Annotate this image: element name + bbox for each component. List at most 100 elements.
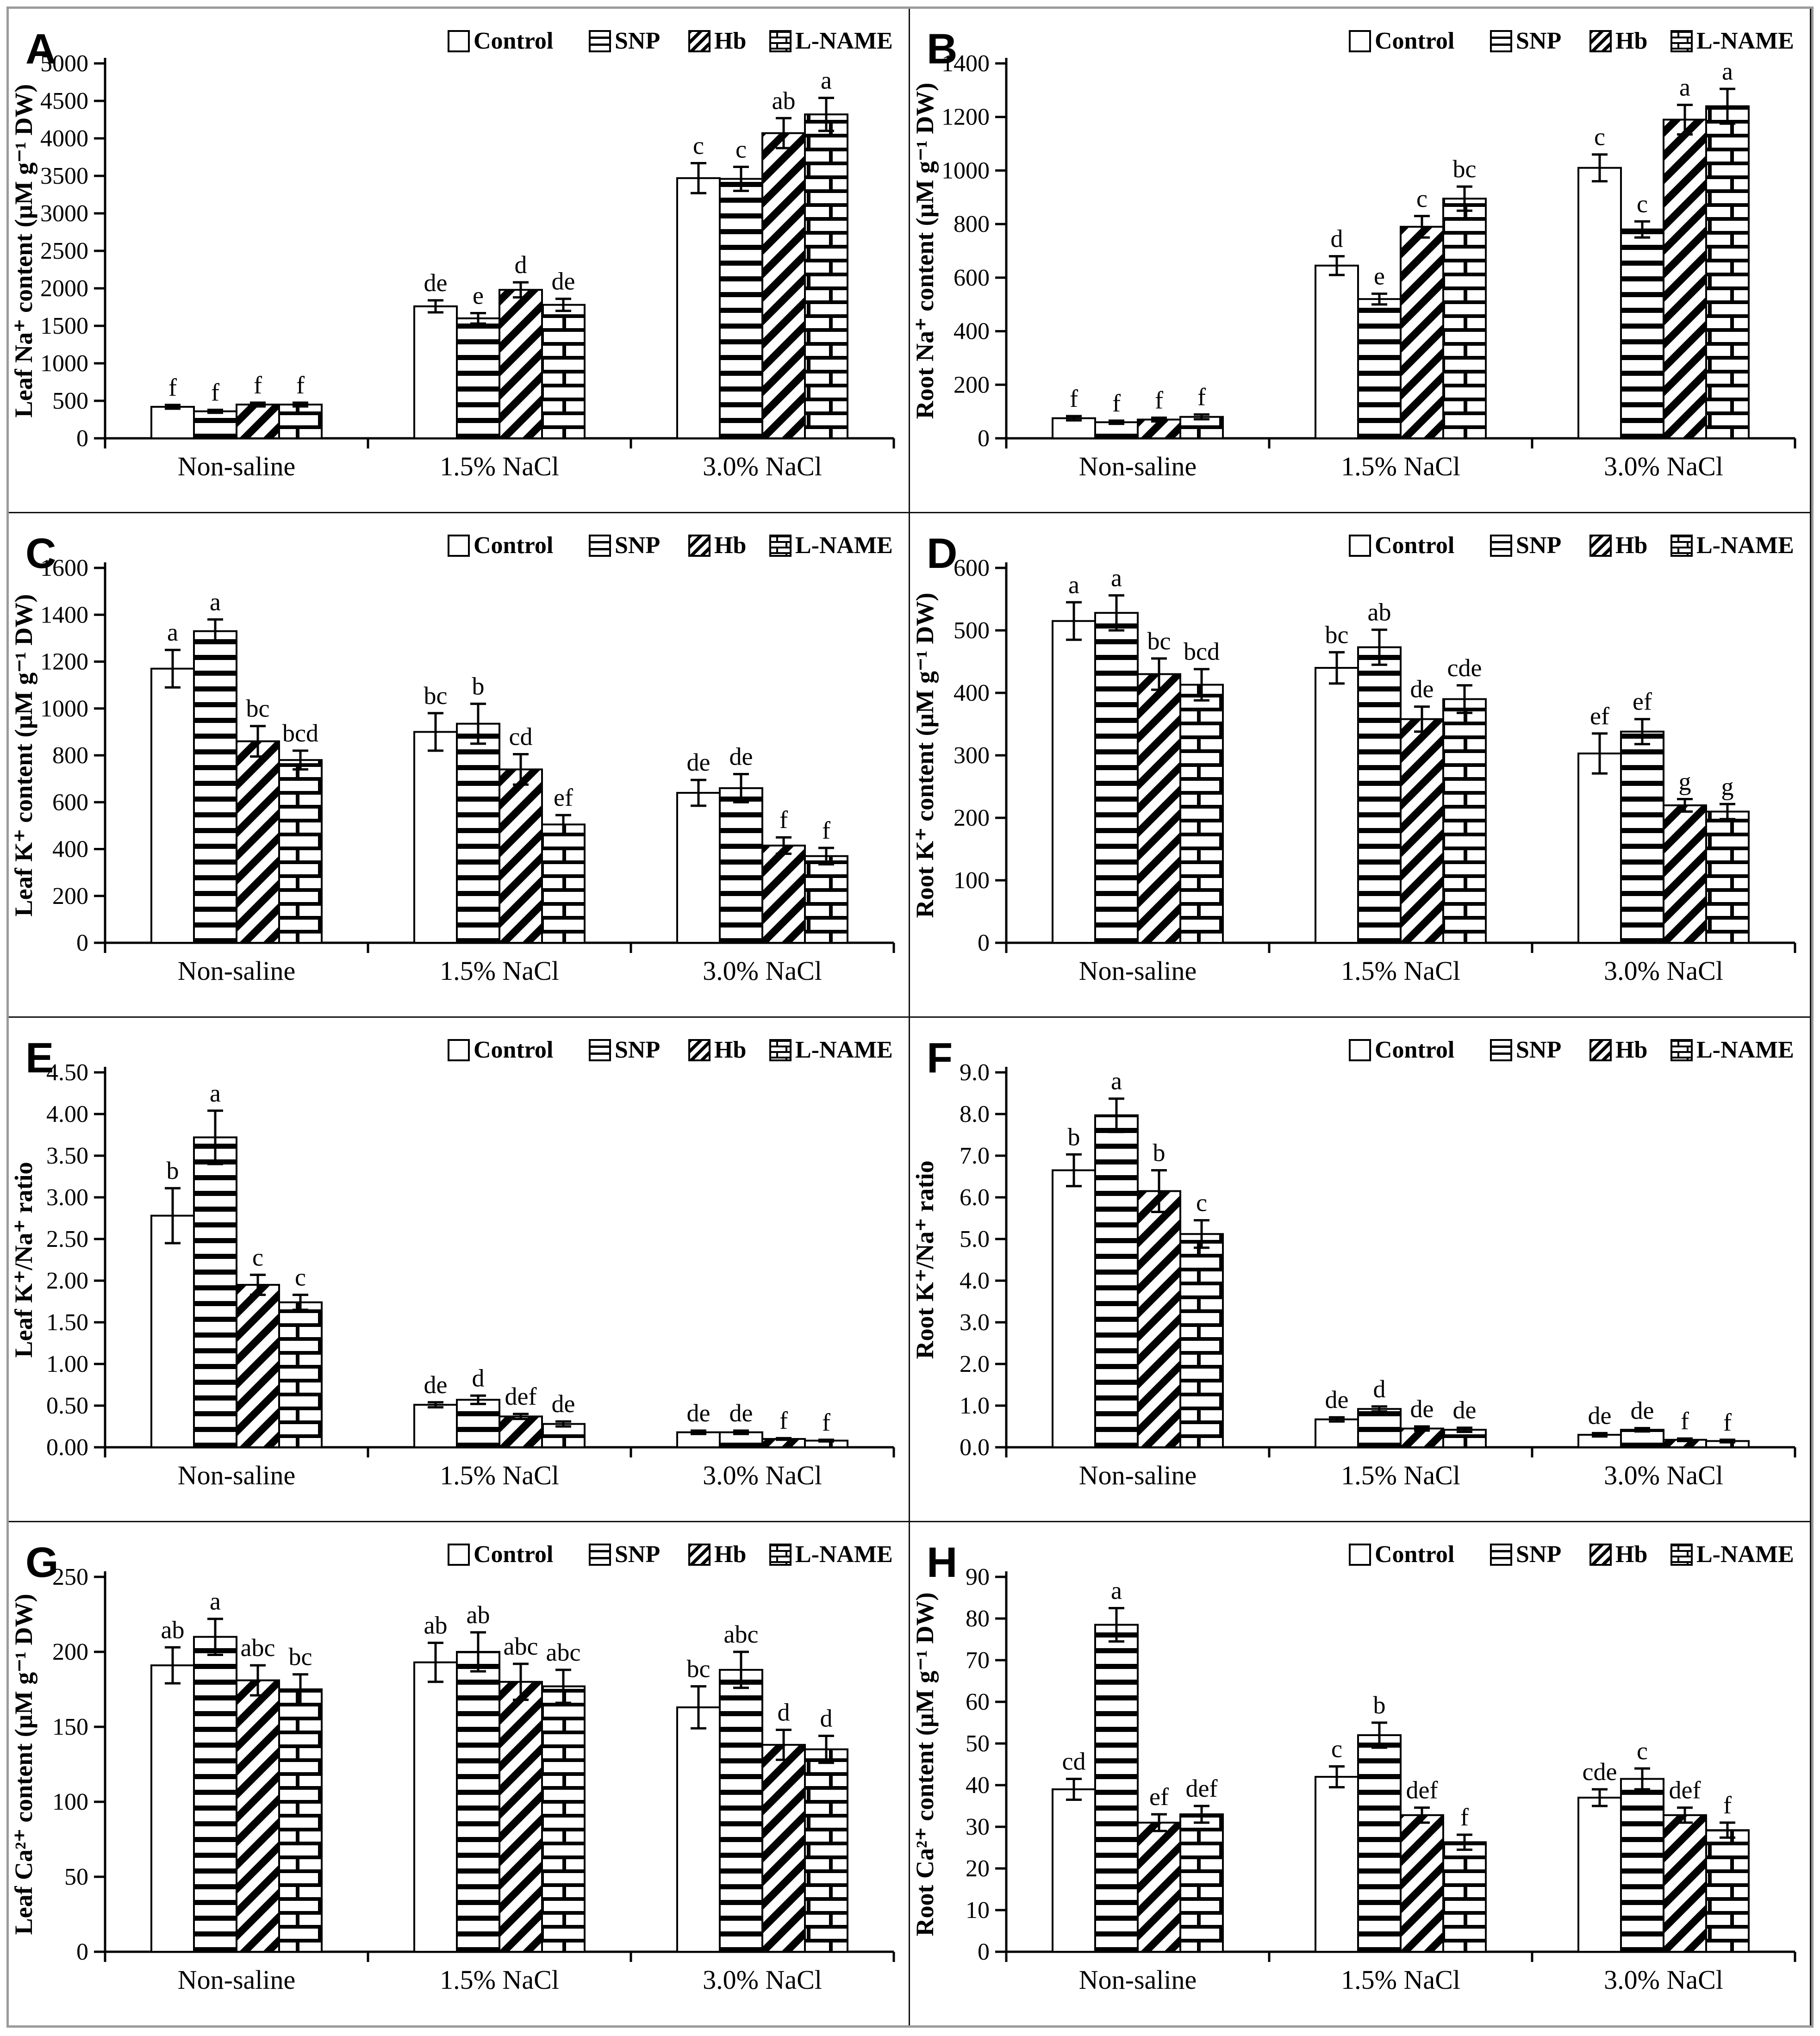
- legend-label-hb: Hb: [1615, 532, 1647, 559]
- legend-label-snp: SNP: [615, 1541, 660, 1568]
- legend-item-snp: SNP: [1490, 532, 1561, 559]
- legend: Control SNP Hb L-NAME: [1349, 532, 1794, 559]
- y-tick-labels: 0.00 0.50 1.00 1.50 2.00 2.50 3.00 3.50 4.00 4.50: [46, 1059, 105, 1461]
- error-bar: [513, 753, 529, 786]
- sig-letter: b: [1373, 1691, 1386, 1719]
- legend-swatch-control: [448, 1544, 470, 1566]
- bar-lname-1.5-nacl: [1442, 1841, 1487, 1953]
- svg-text:1000: 1000: [941, 157, 990, 184]
- error-bar: [1457, 1833, 1472, 1851]
- svg-text:0.00: 0.00: [46, 1434, 88, 1461]
- x-tick-labels: Non-saline 1.5% NaCl 3.0% NaCl: [1005, 1952, 1796, 1995]
- category-label: 3.0% NaCl: [703, 451, 822, 481]
- error-bar: [1720, 1821, 1735, 1839]
- sig-letter: c: [1594, 123, 1605, 151]
- legend-item-lname: L-NAME: [769, 1541, 893, 1568]
- sig-letter: a: [821, 67, 832, 94]
- sig-letter: f: [779, 806, 788, 834]
- svg-text:600: 600: [954, 265, 990, 291]
- sig-letter: b: [167, 1157, 179, 1184]
- legend: Control SNP Hb L-NAME: [448, 1541, 893, 1568]
- error-bar: [1720, 1438, 1735, 1444]
- error-bar: [513, 281, 529, 299]
- svg-text:0: 0: [978, 1939, 990, 1965]
- legend-swatch-snp: [1490, 535, 1512, 557]
- sig-letter: f: [254, 371, 262, 399]
- error-bar: [1414, 215, 1430, 239]
- svg-text:1000: 1000: [40, 350, 88, 377]
- sig-letter: b: [1153, 1139, 1166, 1167]
- bar-lname-3.0-nacl: [1705, 810, 1750, 944]
- svg-text:70: 70: [966, 1647, 990, 1674]
- bar-control-1.5-nacl: [413, 1661, 458, 1953]
- y-axis-title: Root Na⁺ content (µM g⁻¹ DW): [911, 83, 939, 419]
- svg-text:30: 30: [966, 1814, 990, 1840]
- category-label: Non-saline: [1079, 451, 1197, 481]
- sig-letter: d: [515, 251, 527, 279]
- error-bar: [555, 298, 571, 312]
- legend-swatch-snp: [1490, 30, 1512, 52]
- sig-letter: f: [822, 1408, 830, 1436]
- x-tick-labels: Non-saline 1.5% NaCl 3.0% NaCl: [104, 1447, 895, 1490]
- panel-letter-B: B: [927, 25, 957, 73]
- legend-swatch-snp: [1490, 1544, 1512, 1566]
- svg-text:0.0: 0.0: [960, 1434, 990, 1461]
- legend-swatch-hb: [1589, 1039, 1612, 1061]
- legend-item-control: Control: [1349, 28, 1454, 54]
- chart-panel-G: G 0 50 100 150 200 250 Non-saline 1.5% NaCl 3.0% …: [10, 1539, 895, 1995]
- legend-label-snp: SNP: [1516, 532, 1561, 559]
- svg-text:0: 0: [76, 425, 88, 452]
- error-bar: [1634, 718, 1650, 746]
- error-bar: [1720, 803, 1735, 821]
- error-bar: [293, 401, 308, 408]
- error-bar: [691, 778, 706, 807]
- panel-letter-E: E: [25, 1034, 54, 1082]
- sig-letter: a: [1679, 74, 1690, 101]
- legend-swatch-snp: [589, 1544, 611, 1566]
- error-bar: [1414, 1806, 1430, 1824]
- bar-lname-1.5-nacl: [541, 823, 586, 944]
- sig-letter: ef: [554, 784, 573, 811]
- sig-letter: e: [473, 281, 484, 309]
- error-bar: [428, 299, 443, 314]
- legend-item-hb: Hb: [688, 532, 746, 559]
- bar-hb-non-saline: [236, 740, 280, 944]
- sig-letter: de: [1325, 1386, 1349, 1413]
- sig-letter: f: [1723, 1791, 1732, 1819]
- sig-letter: a: [1111, 1577, 1122, 1605]
- error-bar: [733, 1650, 749, 1689]
- legend-label-hb: Hb: [714, 532, 746, 559]
- error-bar: [1109, 594, 1124, 632]
- sig-letter: d: [820, 1704, 833, 1732]
- svg-text:10: 10: [966, 1897, 990, 1924]
- error-bar: [1720, 87, 1735, 125]
- legend-label-lname: L-NAME: [1696, 28, 1794, 54]
- svg-text:50: 50: [966, 1731, 990, 1757]
- bar-lname-3.0-nacl: [804, 113, 848, 440]
- svg-text:3000: 3000: [40, 200, 88, 227]
- category-label: 1.5% NaCl: [440, 956, 559, 986]
- sig-letter: a: [1111, 564, 1122, 591]
- error-bar: [513, 1662, 529, 1701]
- error-bar: [1371, 293, 1387, 306]
- svg-text:150: 150: [52, 1714, 88, 1740]
- sig-letter: ab: [161, 1616, 185, 1644]
- error-bar: [555, 1669, 571, 1704]
- panel-letter-H: H: [927, 1539, 957, 1586]
- bar-hb-non-saline: [1137, 1822, 1181, 1953]
- legend-label-lname: L-NAME: [795, 532, 893, 559]
- legend-item-snp: SNP: [1490, 1541, 1561, 1568]
- svg-text:300: 300: [954, 742, 990, 769]
- svg-text:3.00: 3.00: [46, 1184, 88, 1211]
- sig-letter: de: [729, 1399, 753, 1427]
- category-label: Non-saline: [178, 1460, 296, 1490]
- sig-letter: ab: [1368, 598, 1391, 626]
- panel-G: G 0 50 100 150 200 250 Non-saline 1.5% NaCl 3.0% …: [9, 1522, 909, 2025]
- error-bar: [1109, 1607, 1124, 1643]
- legend: Control SNP Hb L-NAME: [1349, 28, 1794, 54]
- svg-text:400: 400: [954, 318, 990, 345]
- sig-letter: f: [779, 1407, 788, 1434]
- bar-lname-non-saline: [278, 1688, 323, 1953]
- legend-swatch-lname: [1670, 30, 1693, 52]
- sig-letter: def: [505, 1382, 537, 1410]
